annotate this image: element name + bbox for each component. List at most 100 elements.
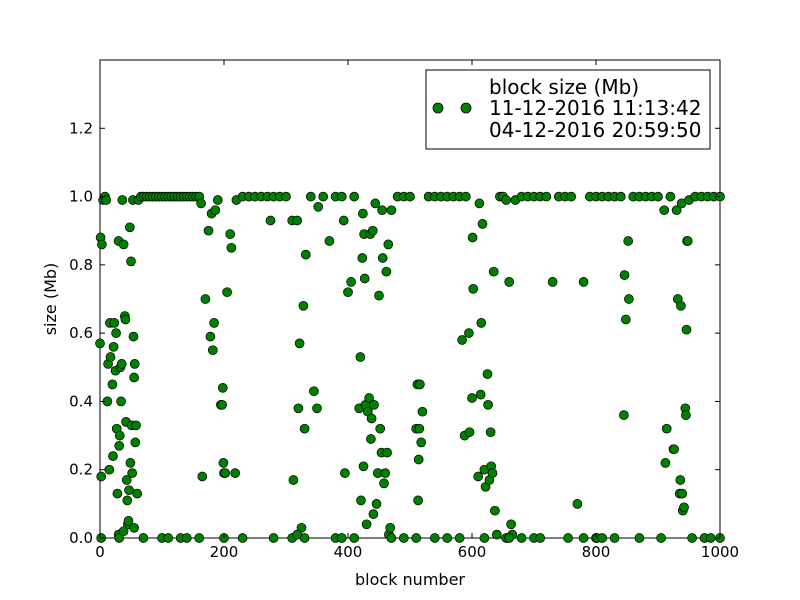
data-point-series-1 bbox=[97, 239, 107, 250]
data-point-series-1 bbox=[477, 219, 488, 229]
data-point-series-2 bbox=[114, 533, 125, 543]
data-point-series-2 bbox=[386, 533, 397, 543]
data-point-series-1 bbox=[209, 318, 219, 328]
y-tick-label: 0.0 bbox=[69, 529, 93, 547]
data-point-series-1 bbox=[305, 191, 316, 202]
data-point-series-1 bbox=[623, 236, 634, 246]
data-point-series-1 bbox=[679, 502, 689, 513]
data-point-series-1 bbox=[300, 249, 311, 260]
x-axis-label: block number bbox=[355, 570, 465, 589]
data-point-series-1 bbox=[475, 389, 486, 400]
data-point-series-1 bbox=[476, 318, 487, 328]
data-point-series-1 bbox=[366, 413, 377, 424]
data-point-series-1 bbox=[676, 300, 686, 311]
data-point-series-1 bbox=[116, 359, 127, 369]
y-tick-label: 1.2 bbox=[69, 119, 93, 137]
data-point-series-1 bbox=[620, 314, 631, 325]
data-point-series-1 bbox=[413, 454, 424, 465]
data-point-series-2 bbox=[398, 533, 409, 543]
data-point-series-1 bbox=[506, 519, 516, 530]
data-point-series-2 bbox=[597, 533, 608, 543]
data-point-series-2 bbox=[535, 533, 546, 543]
data-point-series-1 bbox=[383, 239, 394, 250]
data-point-series-1 bbox=[473, 471, 484, 482]
data-point-series-1 bbox=[483, 399, 493, 410]
data-point-series-2 bbox=[479, 533, 490, 543]
data-point-series-1 bbox=[386, 205, 397, 216]
data-point-series-1 bbox=[128, 331, 139, 342]
data-point-series-2 bbox=[129, 522, 139, 533]
data-point-series-2 bbox=[634, 533, 645, 543]
legend-title: block size (Mb) bbox=[489, 75, 639, 99]
data-point-series-1 bbox=[572, 499, 583, 509]
data-point-series-1 bbox=[364, 393, 374, 403]
data-point-series-1 bbox=[374, 290, 384, 301]
data-point-series-1 bbox=[413, 495, 423, 506]
data-point-series-2 bbox=[163, 533, 174, 543]
data-point-series-1 bbox=[488, 266, 499, 277]
data-point-series-1 bbox=[501, 195, 511, 205]
data-point-series-1 bbox=[122, 495, 133, 506]
data-point-series-2 bbox=[118, 526, 129, 537]
data-point-series-1 bbox=[336, 191, 347, 202]
data-point-series-1 bbox=[619, 410, 629, 420]
data-point-series-1 bbox=[265, 215, 276, 226]
data-point-series-1 bbox=[292, 215, 303, 226]
data-point-series-1 bbox=[474, 198, 485, 209]
data-point-series-1 bbox=[108, 341, 119, 352]
data-point-series-2 bbox=[504, 533, 515, 543]
data-point-series-1 bbox=[299, 423, 310, 434]
data-point-series-2 bbox=[516, 533, 527, 543]
data-point-series-2 bbox=[656, 533, 666, 543]
data-point-series-1 bbox=[309, 386, 319, 397]
data-point-series-2 bbox=[349, 533, 360, 543]
data-point-series-1 bbox=[356, 495, 366, 506]
data-point-series-1 bbox=[96, 471, 107, 482]
data-point-series-1 bbox=[125, 458, 136, 468]
data-point-series-1 bbox=[385, 522, 396, 533]
y-axis-label: size (Mb) bbox=[41, 263, 60, 336]
data-point-series-2 bbox=[138, 533, 149, 543]
data-point-series-1 bbox=[203, 225, 214, 236]
data-point-series-1 bbox=[226, 242, 237, 253]
legend-marker-1a bbox=[432, 102, 444, 114]
data-point-series-2 bbox=[429, 533, 440, 543]
x-tick-label: 0 bbox=[95, 543, 105, 561]
data-point-series-1 bbox=[131, 420, 141, 431]
data-point-series-2 bbox=[563, 533, 573, 543]
data-point-series-1 bbox=[217, 399, 227, 410]
data-point-series-1 bbox=[491, 529, 502, 540]
data-points bbox=[95, 191, 725, 543]
data-point-series-1 bbox=[118, 239, 129, 250]
y-tick-label: 1.0 bbox=[69, 188, 93, 206]
data-point-series-2 bbox=[705, 533, 716, 543]
data-point-series-1 bbox=[114, 430, 125, 441]
data-point-series-1 bbox=[197, 471, 208, 482]
data-point-series-1 bbox=[367, 225, 378, 236]
data-point-series-1 bbox=[124, 485, 134, 496]
x-tick-label: 800 bbox=[582, 543, 611, 561]
data-point-series-1 bbox=[681, 324, 692, 335]
data-point-series-1 bbox=[467, 232, 478, 243]
data-point-series-1 bbox=[482, 369, 493, 379]
data-point-series-2 bbox=[268, 533, 279, 543]
data-point-series-2 bbox=[687, 533, 697, 543]
x-tick-label: 200 bbox=[210, 543, 239, 561]
x-tick-label: 600 bbox=[458, 543, 487, 561]
data-point-series-1 bbox=[357, 253, 368, 263]
data-point-series-1 bbox=[467, 393, 477, 403]
data-point-series-1 bbox=[417, 406, 428, 417]
data-point-series-1 bbox=[504, 277, 515, 287]
data-point-series-1 bbox=[661, 423, 672, 434]
data-point-series-1 bbox=[457, 335, 467, 345]
data-point-series-1 bbox=[653, 191, 663, 202]
data-point-series-1 bbox=[121, 475, 132, 485]
data-point-series-1 bbox=[288, 475, 299, 485]
data-point-series-1 bbox=[681, 410, 691, 420]
data-point-series-1 bbox=[414, 423, 425, 434]
data-point-series-1 bbox=[355, 352, 366, 362]
data-point-series-1 bbox=[677, 488, 688, 499]
data-point-series-1 bbox=[624, 294, 634, 304]
data-point-series-1 bbox=[371, 499, 382, 509]
data-point-series-2 bbox=[299, 533, 310, 543]
